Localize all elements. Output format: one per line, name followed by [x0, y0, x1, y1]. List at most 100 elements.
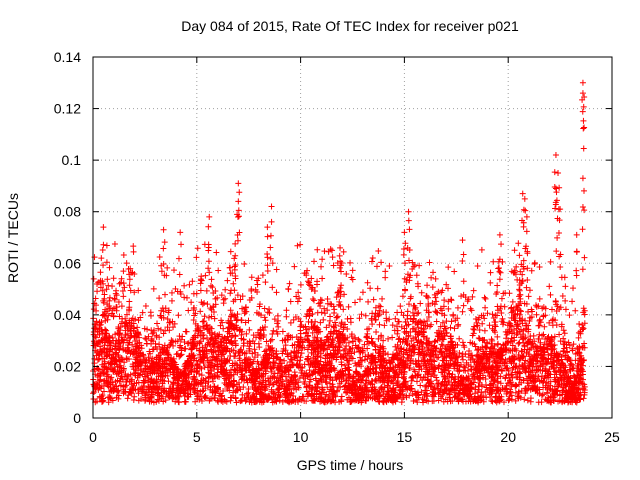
data-point	[443, 281, 450, 288]
data-point	[413, 378, 420, 385]
data-point	[547, 291, 554, 298]
data-point	[569, 298, 576, 305]
data-point	[569, 345, 576, 352]
data-point	[547, 258, 554, 265]
data-point	[562, 306, 569, 313]
data-point	[530, 332, 537, 339]
data-point	[579, 326, 586, 333]
data-point	[155, 325, 162, 332]
data-point	[417, 300, 424, 307]
data-point	[580, 395, 587, 402]
data-point	[562, 283, 569, 290]
data-point	[202, 272, 209, 279]
data-point	[297, 330, 304, 337]
data-point	[472, 315, 479, 322]
data-point	[404, 308, 411, 315]
data-point	[580, 325, 587, 332]
data-point	[119, 287, 126, 294]
data-point	[356, 337, 363, 344]
data-point	[296, 295, 303, 302]
data-point	[509, 308, 516, 315]
data-point	[266, 306, 273, 313]
data-point	[531, 379, 538, 386]
data-point	[254, 358, 261, 365]
data-point	[494, 282, 501, 289]
data-point	[347, 319, 354, 326]
data-point	[123, 260, 130, 267]
data-point	[441, 297, 448, 304]
data-point	[509, 366, 516, 373]
data-point	[447, 324, 454, 331]
data-point	[478, 246, 485, 253]
data-point	[343, 377, 350, 384]
data-point	[416, 262, 423, 269]
data-point	[373, 365, 380, 372]
data-point	[130, 248, 137, 255]
data-point	[189, 278, 196, 285]
data-point	[487, 279, 494, 286]
data-point	[370, 296, 377, 303]
data-point	[273, 266, 280, 273]
data-point	[137, 371, 144, 378]
data-point	[262, 323, 269, 330]
data-point	[454, 304, 461, 311]
data-point	[412, 306, 419, 313]
data-point	[561, 330, 568, 337]
data-point	[570, 365, 577, 372]
data-point	[372, 304, 379, 311]
data-point	[320, 316, 327, 323]
data-point	[493, 290, 500, 297]
data-point	[535, 399, 542, 406]
data-point	[409, 325, 416, 332]
data-point	[498, 310, 505, 317]
data-point	[112, 290, 119, 297]
data-point	[440, 303, 447, 310]
data-point	[528, 267, 535, 274]
data-point	[205, 247, 212, 254]
data-point	[511, 247, 518, 254]
data-point	[157, 312, 164, 319]
data-point	[116, 358, 123, 365]
data-point	[208, 367, 215, 374]
data-point	[403, 392, 410, 399]
data-point	[211, 315, 218, 322]
data-point	[482, 295, 489, 302]
data-point	[486, 322, 493, 329]
data-point	[356, 296, 363, 303]
data-point	[118, 303, 125, 310]
data-point	[392, 363, 399, 370]
data-point	[462, 367, 469, 374]
data-point	[94, 356, 101, 363]
data-point	[283, 313, 290, 320]
data-point	[338, 282, 345, 289]
data-point	[560, 327, 567, 334]
data-point	[257, 335, 264, 342]
data-point	[536, 316, 543, 323]
data-point	[222, 286, 229, 293]
data-point	[410, 335, 417, 342]
data-point	[304, 356, 311, 363]
data-point	[487, 269, 494, 276]
data-point	[220, 325, 227, 332]
data-point	[581, 254, 588, 261]
data-point	[190, 317, 197, 324]
data-point	[291, 348, 298, 355]
data-point	[359, 289, 366, 296]
data-point	[343, 270, 350, 277]
data-point	[204, 382, 211, 389]
data-point	[560, 335, 567, 342]
data-point	[533, 311, 540, 318]
data-point	[389, 386, 396, 393]
data-point	[457, 377, 464, 384]
data-point	[227, 307, 234, 314]
data-point	[503, 335, 510, 342]
data-point	[261, 305, 268, 312]
data-point	[522, 357, 529, 364]
data-point	[142, 302, 149, 309]
data-point	[271, 316, 278, 323]
data-point	[181, 282, 188, 289]
data-point	[227, 248, 234, 255]
data-point	[193, 357, 200, 364]
data-point	[255, 340, 262, 347]
data-point	[291, 263, 298, 270]
